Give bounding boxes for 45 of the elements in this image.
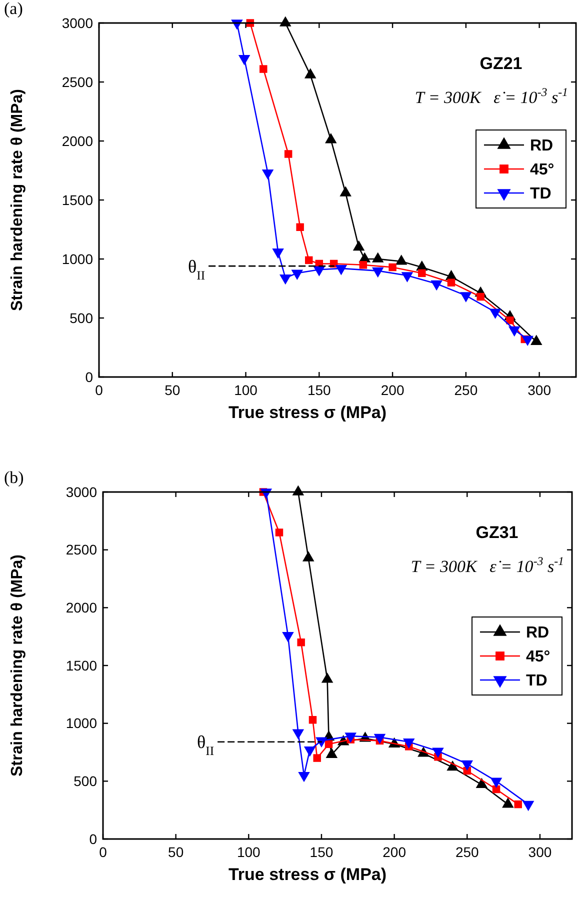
x-tick-label: 300 bbox=[528, 844, 552, 860]
x-tick-label: 150 bbox=[310, 844, 334, 860]
legend-label: 45° bbox=[530, 162, 554, 179]
x-tick-label: 250 bbox=[455, 844, 480, 860]
chart-title: (b) bbox=[4, 468, 24, 487]
y-axis-title: Strain hardening rate θ (MPa) bbox=[9, 554, 26, 777]
y-tick-label: 3000 bbox=[66, 484, 98, 500]
y-tick-label: 1500 bbox=[66, 657, 98, 674]
x-tick-label: 300 bbox=[528, 382, 552, 398]
annotation: θ$_{II}$ bbox=[197, 732, 214, 758]
y-tick-label: 0 bbox=[89, 830, 98, 847]
annotation: GZ21 bbox=[480, 54, 522, 73]
y-tick-label: 2000 bbox=[62, 132, 94, 149]
annotation: GZ31 bbox=[476, 523, 518, 542]
legend-label: RD bbox=[530, 138, 554, 155]
x-tick-label: 50 bbox=[168, 844, 184, 860]
y-tick-label: 1000 bbox=[62, 250, 94, 267]
x-tick-label: 0 bbox=[99, 844, 108, 860]
legend-label: RD bbox=[526, 624, 550, 642]
x-axis-title: True stress σ (MPa) bbox=[228, 865, 387, 884]
x-tick-label: 200 bbox=[380, 382, 404, 398]
y-tick-label: 500 bbox=[70, 310, 94, 326]
x-tick-label: 100 bbox=[234, 382, 258, 398]
y-tick-label: 0 bbox=[85, 368, 94, 385]
x-tick-label: 150 bbox=[307, 382, 332, 398]
x-tick-label: 50 bbox=[164, 382, 180, 398]
x-tick-label: 250 bbox=[454, 382, 478, 398]
y-tick-label: 2500 bbox=[66, 542, 98, 558]
legend-label: 45° bbox=[526, 648, 550, 666]
annotation: T = 300K ε̇ = 10$^{-3}$ s$^{-1}$ bbox=[414, 85, 568, 107]
x-tick-label: 100 bbox=[236, 844, 261, 860]
annotation: θ$_{II}$ bbox=[188, 256, 206, 282]
y-tick-label: 1000 bbox=[66, 715, 98, 732]
chart-title: (a) bbox=[4, 0, 23, 18]
y-tick-label: 2000 bbox=[66, 600, 98, 616]
x-axis-title: True stress σ (MPa) bbox=[228, 403, 387, 422]
annotation: T = 300K ε̇ = 10$^{-3}$ s$^{-1}$ bbox=[410, 554, 564, 576]
y-axis-title: Strain hardening rate θ (MPa) bbox=[9, 88, 26, 312]
y-tick-label: 3000 bbox=[62, 14, 94, 31]
y-tick-label: 1500 bbox=[62, 192, 94, 208]
x-tick-label: 200 bbox=[382, 844, 406, 860]
y-tick-label: 2500 bbox=[62, 74, 94, 90]
legend-label: TD bbox=[530, 186, 552, 203]
y-tick-label: 500 bbox=[74, 773, 98, 790]
legend-label: TD bbox=[526, 672, 548, 690]
